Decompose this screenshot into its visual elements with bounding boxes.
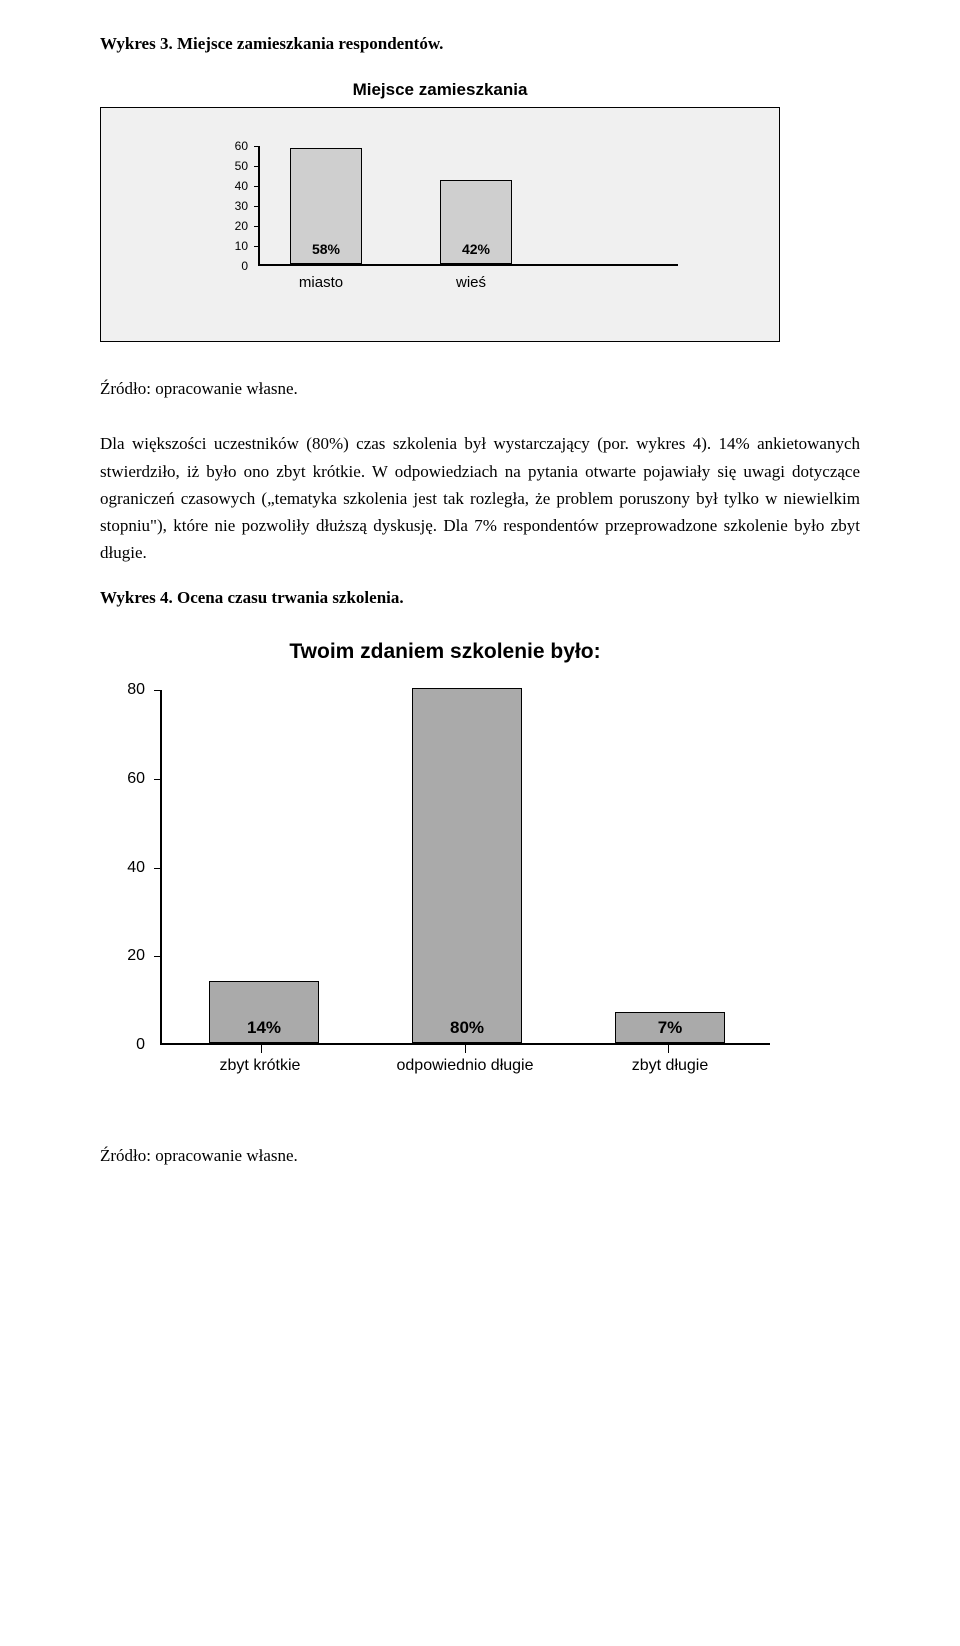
chart-1-catlabel: wieś xyxy=(431,274,511,291)
chart-1-panel: 60 50 40 30 20 10 0 58% 42% mia xyxy=(100,107,780,342)
chart-2-catlabel: odpowiednio długie xyxy=(380,1057,550,1075)
chart-1-ytick: 0 xyxy=(218,260,248,272)
chart-2-ytick: 0 xyxy=(100,1037,145,1053)
chart-2-bar-label: 7% xyxy=(616,1018,724,1038)
chart-1-bar-label: 58% xyxy=(291,241,361,257)
chart-1-bar-wies: 42% xyxy=(440,180,512,264)
source-note-2: Źródło: opracowanie własne. xyxy=(100,1142,860,1169)
chart-2-bar-label: 80% xyxy=(413,1018,521,1038)
chart-2-plot: 80 60 40 20 0 14% 80% 7% zbyt krótkie od xyxy=(100,682,790,1102)
source-note-1: Źródło: opracowanie własne. xyxy=(100,375,860,402)
chart-2-ytick: 40 xyxy=(100,860,145,876)
chart-1-bars: 58% 42% xyxy=(258,146,678,266)
chart-2-ytick: 20 xyxy=(100,948,145,964)
chart-2-ytick: 80 xyxy=(100,682,145,698)
figure-label-2: Wykres 4. Ocena czasu trwania szkolenia. xyxy=(100,588,404,607)
chart-2-catlabel: zbyt długie xyxy=(605,1057,735,1075)
figure-caption-1: Wykres 3. Miejsce zamieszkania responden… xyxy=(100,30,860,57)
chart-2-xmark xyxy=(261,1045,262,1053)
chart-2-xmark xyxy=(465,1045,466,1053)
chart-2-catlabel: zbyt krótkie xyxy=(195,1057,325,1075)
figure-label-1: Wykres 3. Miejsce zamieszkania responden… xyxy=(100,34,443,53)
chart-1-ytick: 60 xyxy=(218,140,248,152)
chart-2-axes: 14% 80% 7% xyxy=(160,690,770,1045)
figure-caption-2: Wykres 4. Ocena czasu trwania szkolenia. xyxy=(100,584,860,611)
chart-1-catlabel: miasto xyxy=(281,274,361,291)
chart-1-bar-label: 42% xyxy=(441,241,511,257)
chart-1-bar-miasto: 58% xyxy=(290,148,362,264)
chart-2-title: Twoim zdaniem szkolenie było: xyxy=(100,640,790,664)
chart-1-plot: 60 50 40 30 20 10 0 58% 42% mia xyxy=(226,146,706,301)
chart-1-title: Miejsce zamieszkania xyxy=(353,80,528,100)
chart-2-bar-long: 7% xyxy=(615,1012,725,1043)
body-paragraph: Dla większości uczestników (80%) czas sz… xyxy=(100,430,860,566)
chart-1: Miejsce zamieszkania 60 50 40 30 20 10 0… xyxy=(100,77,780,357)
chart-1-ytick: 10 xyxy=(218,240,248,252)
chart-2-ytick: 60 xyxy=(100,771,145,787)
chart-1-ytick: 20 xyxy=(218,220,248,232)
chart-2-bar-short: 14% xyxy=(209,981,319,1043)
chart-2-bar-label: 14% xyxy=(210,1018,318,1038)
chart-2: Twoim zdaniem szkolenie było: 80 60 40 2… xyxy=(100,640,790,1102)
chart-1-ytick: 30 xyxy=(218,200,248,212)
chart-2-bar-adequate: 80% xyxy=(412,688,522,1043)
chart-1-ytick: 50 xyxy=(218,160,248,172)
chart-1-ytick: 40 xyxy=(218,180,248,192)
chart-2-xmark xyxy=(668,1045,669,1053)
